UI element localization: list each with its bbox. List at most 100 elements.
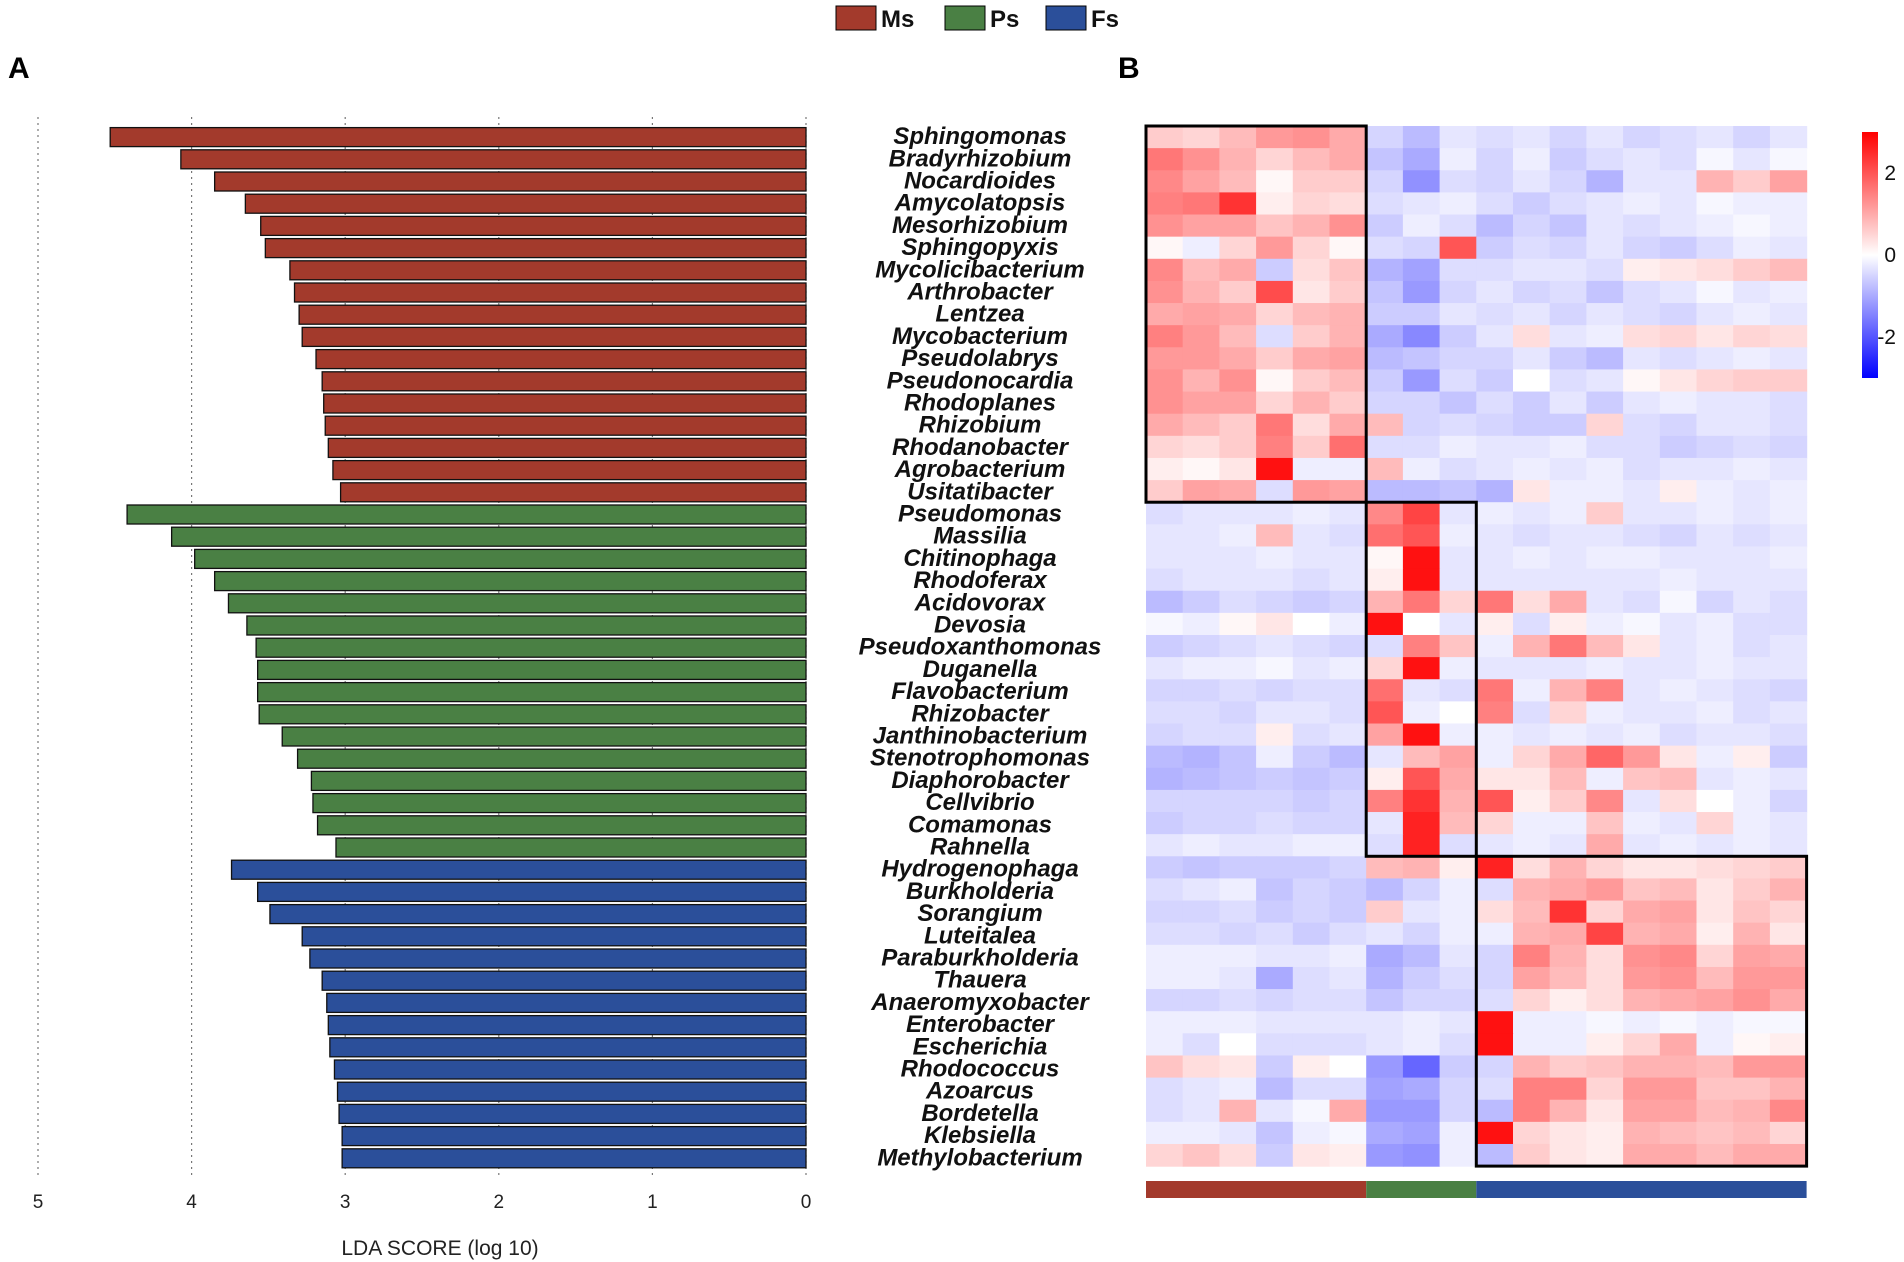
heatmap-cell [1182,701,1220,725]
heatmap-cell [1146,789,1184,813]
heatmap-cell [1769,1033,1808,1057]
heatmap-cell [1292,745,1331,769]
heatmap-cell [1733,148,1771,171]
heatmap-cell [1366,325,1404,348]
heatmap [1144,124,1809,1198]
heatmap-cell [1586,347,1624,371]
heatmap-cell [1623,922,1661,946]
heatmap-cell [1256,900,1294,924]
heatmap-cell [1402,590,1441,614]
heatmap-cell [1402,236,1441,260]
heatmap-cell [1292,325,1331,348]
heatmap-cell [1623,612,1661,636]
heatmap-cell [1292,280,1331,304]
heatmap-cell [1623,435,1661,459]
lda-bar-sorangium [269,903,807,925]
heatmap-cell [1292,502,1331,525]
heatmap-cell [1733,679,1771,702]
heatmap-cell [1513,900,1551,924]
lda-bar-stenotrophomonas [296,748,807,769]
heatmap-cell [1146,1077,1184,1101]
colorbar-tick-labels: 2 0 -2 [1877,162,1896,349]
heatmap-cell [1329,126,1367,149]
heatmap-cell [1292,236,1331,260]
heatmap-cell [1659,767,1698,791]
heatmap-cell [1439,568,1477,592]
heatmap-cell [1733,812,1771,835]
heatmap-cell [1769,148,1808,171]
heatmap-cell [1549,944,1587,968]
heatmap-cell [1769,989,1808,1012]
heatmap-cell [1733,856,1771,880]
heatmap-cell [1659,723,1698,747]
heatmap-cell [1586,192,1624,216]
heatmap-cell [1329,369,1367,393]
heatmap-cell [1256,701,1294,725]
heatmap-cell [1402,944,1441,968]
heatmap-cell [1402,878,1441,902]
heatmap-cell [1182,1121,1220,1145]
heatmap-cell [1146,258,1184,282]
heatmap-cell [1292,856,1331,880]
heatmap-cell [1329,413,1367,437]
heatmap-cell [1513,590,1551,614]
heatmap-cell [1366,413,1404,437]
colorbar-tick-label: 2 [1884,162,1896,185]
heatmap-cell [1549,634,1587,658]
heatmap-cell [1292,989,1331,1012]
x-tick-label: 2 [494,1192,505,1213]
heatmap-cell [1513,789,1551,813]
genus-label-acidovorax: Acidovorax [914,589,1047,616]
heatmap-cell [1549,502,1587,525]
heatmap-cell [1366,900,1404,924]
genus-label-mycobacterium: Mycobacterium [892,323,1068,350]
heatmap-cell [1292,1077,1331,1101]
heatmap-cell [1182,1099,1220,1123]
heatmap-cell [1769,1143,1808,1167]
heatmap-cell [1549,126,1587,149]
heatmap-cell [1146,745,1184,769]
heatmap-cell [1146,767,1184,791]
heatmap-cell [1586,900,1624,924]
genus-label-massilia: Massilia [933,523,1026,550]
heatmap-cell [1146,546,1184,570]
heatmap-cell [1402,568,1441,592]
heatmap-cell [1733,1121,1771,1145]
heatmap-cell [1256,369,1294,393]
heatmap-cell [1733,1099,1771,1123]
heatmap-cell [1219,767,1257,791]
heatmap-cell [1659,812,1698,835]
heatmap-cell [1146,900,1184,924]
heatmap-cell [1329,1011,1367,1034]
heatmap-cell [1182,568,1220,592]
heatmap-cell [1329,767,1367,791]
heatmap-cell [1292,347,1331,371]
heatmap-cell [1549,1099,1587,1123]
heatmap-cell [1219,546,1257,570]
heatmap-cell [1182,612,1220,636]
genus-label-chitinophaga: Chitinophaga [903,545,1056,572]
heatmap-cell [1366,214,1404,238]
heatmap-cell [1292,1033,1331,1057]
lda-bar-pseudolabrys [315,348,807,370]
heatmap-cell [1513,170,1551,193]
heatmap-cell [1366,723,1404,747]
heatmap-cell [1696,258,1734,282]
genus-label-enterobacter: Enterobacter [906,1011,1056,1038]
heatmap-cell [1733,701,1771,725]
heatmap-cell [1586,812,1624,835]
colorbar-gradient [1862,132,1878,378]
heatmap-cell [1549,1077,1587,1101]
heatmap-cell [1146,303,1184,326]
heatmap-cell [1513,148,1551,171]
heatmap-cell [1696,369,1734,393]
lda-bar-devosia [246,615,807,636]
heatmap-cell [1513,723,1551,747]
heatmap-cell [1586,723,1624,747]
heatmap-cell [1292,701,1331,725]
heatmap-cell [1623,634,1661,658]
heatmap-cell [1366,1099,1404,1123]
heatmap-cell [1366,258,1404,282]
heatmap-cell [1476,1033,1514,1057]
heatmap-cell [1586,369,1624,393]
